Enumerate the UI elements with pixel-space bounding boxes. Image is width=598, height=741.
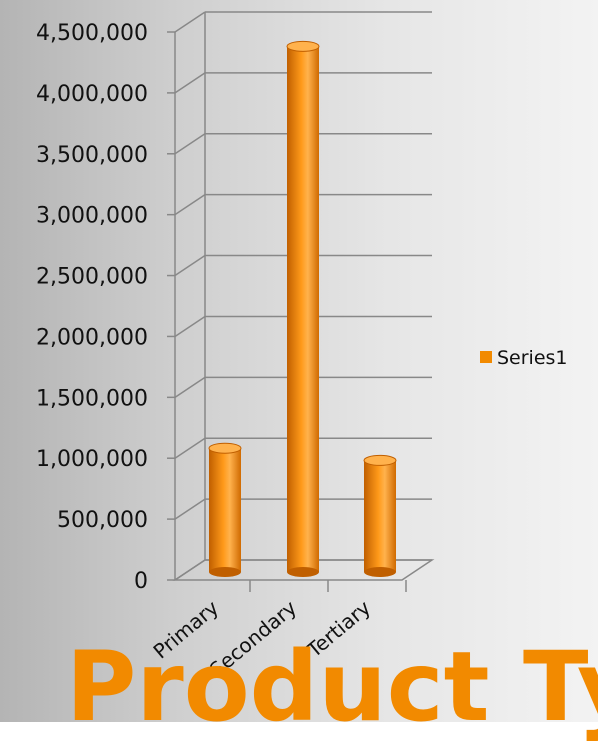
- legend: Series1: [480, 347, 568, 369]
- legend-label-series1: Series1: [497, 347, 568, 369]
- bar-body: [364, 460, 396, 572]
- y-tick-label: 2,000,000: [36, 325, 148, 350]
- gridline-diagonal: [174, 133, 206, 155]
- y-tick-label: 4,500,000: [36, 21, 148, 46]
- bar-body: [209, 448, 241, 572]
- y-tick-label: 0: [134, 569, 148, 594]
- bars: [208, 40, 397, 577]
- legend-swatch-series1: [480, 351, 492, 363]
- gridline-diagonal: [174, 72, 206, 94]
- bar-top: [286, 40, 320, 52]
- bar-tertiary: [363, 454, 397, 577]
- y-tick-label: 1,500,000: [36, 386, 148, 411]
- bar-top: [363, 454, 397, 466]
- y-axis-ticks: 0 500,000 1,000,000 1,500,000 2,000,000 2,500…: [36, 21, 148, 594]
- bar-base: [364, 567, 396, 577]
- y-tick-label: 1,000,000: [36, 447, 148, 472]
- gridline-diagonal: [174, 194, 206, 216]
- y-tick-label: 3,000,000: [36, 204, 148, 229]
- gridline-diagonal: [174, 11, 206, 33]
- gridline-diagonal: [174, 254, 206, 277]
- gridline-diagonal: [174, 498, 206, 520]
- gridline-diagonal: [174, 559, 206, 581]
- bar-top: [208, 442, 242, 454]
- chart-title: Product Ty: [66, 631, 598, 741]
- gridline-diagonal: [174, 315, 206, 338]
- y-tick-label: 2,500,000: [36, 265, 148, 290]
- y-tick-label: 3,500,000: [36, 143, 148, 168]
- bar-primary: [208, 442, 242, 577]
- bar-secondary: [286, 40, 320, 577]
- bar-body: [287, 46, 319, 573]
- bar-base: [209, 567, 241, 577]
- gridline-diagonal: [174, 437, 206, 459]
- y-tick-label: 500,000: [57, 508, 148, 533]
- y-tick-label: 4,000,000: [36, 82, 148, 107]
- bar-base: [287, 567, 319, 577]
- gridline-diagonal: [174, 376, 206, 398]
